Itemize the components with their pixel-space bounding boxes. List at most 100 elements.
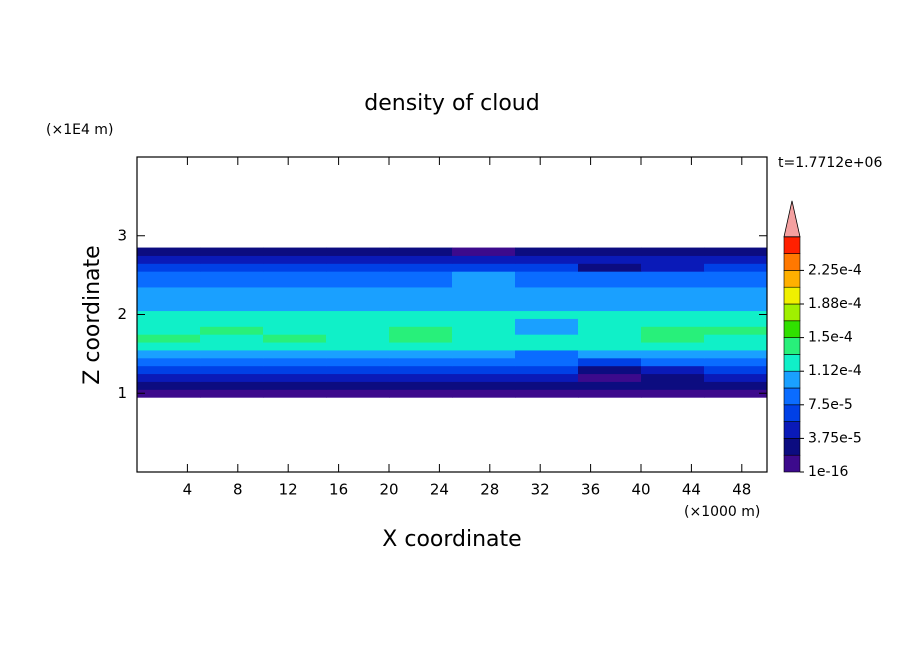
x-tick-label: 32 bbox=[531, 481, 550, 499]
contour-cell bbox=[389, 263, 453, 272]
x-tick-label: 44 bbox=[682, 481, 701, 499]
contour-cell bbox=[452, 381, 516, 390]
contour-cell bbox=[263, 271, 327, 280]
colorbar-tick-label: 1e-16 bbox=[808, 464, 848, 480]
contour-cell bbox=[515, 381, 579, 390]
contour-cell bbox=[452, 342, 516, 351]
contour-cell bbox=[137, 357, 201, 367]
contour-cell bbox=[326, 326, 390, 335]
contour-cell bbox=[704, 302, 768, 312]
contour-cell bbox=[200, 373, 264, 382]
contour-cell bbox=[578, 318, 642, 327]
contour-cell bbox=[578, 286, 642, 296]
contour-cell bbox=[200, 247, 264, 256]
contour-cell bbox=[326, 365, 390, 375]
x-tick-label: 20 bbox=[379, 481, 398, 499]
colorbar-tick-label: 1.5e-4 bbox=[808, 330, 853, 346]
time-annotation: t=1.7712e+06 bbox=[778, 155, 882, 171]
contour-cell bbox=[326, 271, 390, 280]
contour-cell bbox=[578, 365, 642, 375]
contour-cell bbox=[641, 247, 705, 256]
contour-cell bbox=[263, 389, 327, 398]
colorbar-level bbox=[783, 286, 801, 305]
contour-cell bbox=[200, 263, 264, 272]
contour-cell bbox=[641, 349, 705, 359]
contour-cell bbox=[641, 342, 705, 351]
contour-cell bbox=[515, 357, 579, 367]
contour-cell bbox=[578, 310, 642, 319]
contour-cell bbox=[263, 365, 327, 375]
contour-cell bbox=[389, 334, 453, 343]
contour-cell bbox=[326, 381, 390, 390]
contour-cell bbox=[326, 389, 390, 398]
contour-cell bbox=[515, 294, 579, 304]
contour-cell bbox=[641, 310, 705, 319]
colorbar-level bbox=[783, 370, 801, 389]
contour-cell bbox=[515, 263, 579, 272]
y-unit: (×1E4 m) bbox=[46, 122, 113, 138]
contour-cell bbox=[389, 255, 453, 264]
contour-cell bbox=[515, 247, 579, 256]
contour-cell bbox=[389, 381, 453, 390]
colorbar-tick-label: 1.88e-4 bbox=[808, 296, 862, 312]
contour-cell bbox=[452, 310, 516, 319]
contour-cell bbox=[326, 255, 390, 264]
x-tick-label: 24 bbox=[430, 481, 449, 499]
contour-cell bbox=[326, 334, 390, 343]
contour-cell bbox=[515, 302, 579, 312]
contour-cell bbox=[200, 342, 264, 351]
colorbar-level bbox=[783, 270, 801, 288]
contour-cell bbox=[389, 318, 453, 327]
colorbar-tick-label: 7.5e-5 bbox=[808, 397, 853, 413]
contour-cell bbox=[641, 326, 705, 335]
contour-cell bbox=[200, 286, 264, 296]
contour-cell bbox=[704, 318, 768, 327]
colorbar-level bbox=[783, 387, 801, 406]
contour-cell bbox=[452, 326, 516, 335]
contour-cell bbox=[578, 263, 642, 272]
contour-cell bbox=[578, 294, 642, 304]
contour-cell bbox=[578, 334, 642, 343]
contour-cell bbox=[389, 349, 453, 359]
contour-cell bbox=[137, 389, 201, 398]
contour-cell bbox=[641, 357, 705, 367]
contour-cell bbox=[641, 271, 705, 280]
contour-cell bbox=[578, 279, 642, 288]
y-axis-label: Z coordinate bbox=[80, 245, 105, 384]
contour-cell bbox=[137, 286, 201, 296]
contour-cell bbox=[200, 255, 264, 264]
contour-cell bbox=[515, 373, 579, 382]
contour-cell bbox=[641, 302, 705, 312]
contour-cell bbox=[200, 279, 264, 288]
x-tick-label: 28 bbox=[480, 481, 499, 499]
contour-cell bbox=[326, 318, 390, 327]
contour-cell bbox=[137, 263, 201, 272]
contour-cell bbox=[641, 279, 705, 288]
contour-cell bbox=[137, 255, 201, 264]
contour-cell bbox=[326, 294, 390, 304]
contour-cell bbox=[515, 326, 579, 335]
contour-cell bbox=[263, 310, 327, 319]
contour-cell bbox=[263, 255, 327, 264]
x-tick-label: 4 bbox=[183, 481, 193, 499]
contour-cell bbox=[452, 334, 516, 343]
contour-cell bbox=[389, 247, 453, 256]
colorbar-tick-label: 3.75e-5 bbox=[808, 430, 862, 446]
contour-cell bbox=[389, 294, 453, 304]
contour-cell bbox=[200, 294, 264, 304]
contour-cell bbox=[578, 302, 642, 312]
contour-cell bbox=[452, 302, 516, 312]
contour-cell bbox=[452, 271, 516, 280]
contour-cell bbox=[515, 318, 579, 327]
colorbar-level bbox=[783, 421, 801, 439]
x-tick-label: 16 bbox=[329, 481, 348, 499]
contour-cell bbox=[263, 247, 327, 256]
x-tick-label: 40 bbox=[631, 481, 650, 499]
contour-cell bbox=[515, 286, 579, 296]
contour-cell bbox=[578, 326, 642, 335]
contour-cell bbox=[515, 334, 579, 343]
colorbar-level bbox=[783, 354, 801, 372]
contour-cell bbox=[200, 357, 264, 367]
contour-cell bbox=[326, 357, 390, 367]
